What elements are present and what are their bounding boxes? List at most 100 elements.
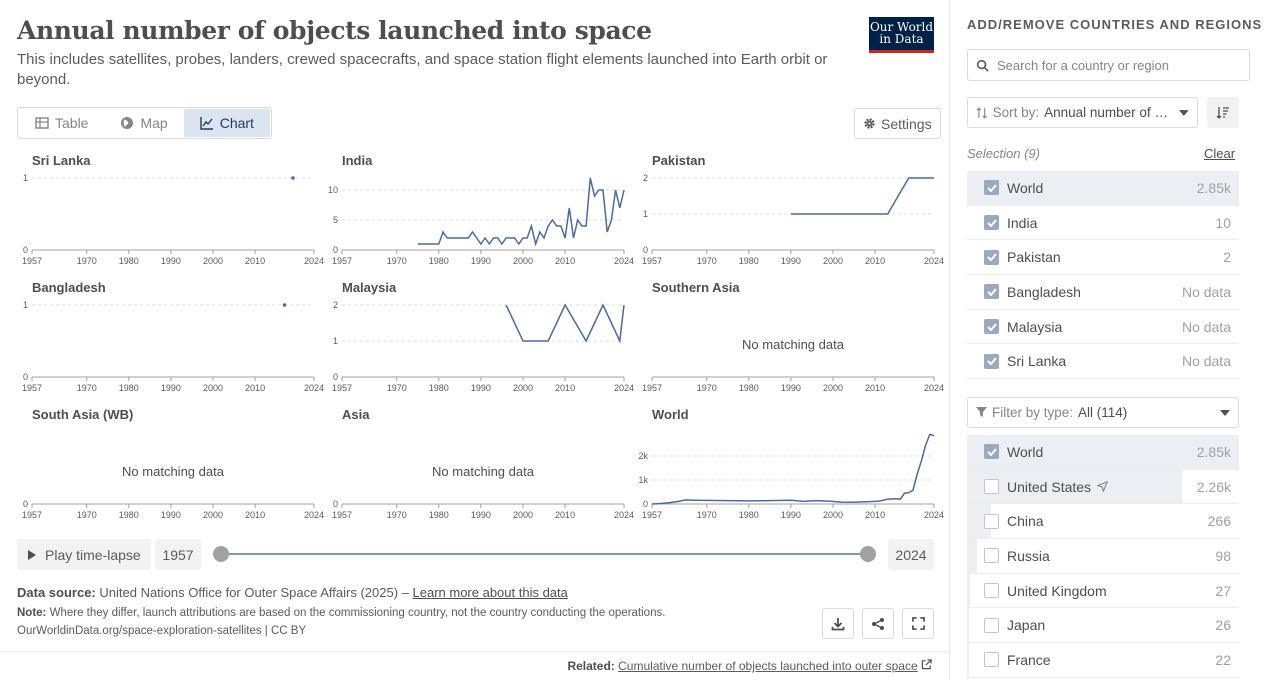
end-handle[interactable] (860, 546, 876, 562)
start-handle[interactable] (213, 546, 229, 562)
x-tick-label: 2024 (614, 510, 634, 520)
checkbox[interactable] (984, 284, 999, 300)
checkbox[interactable] (984, 617, 999, 633)
x-tick-label: 1970 (77, 383, 97, 393)
entity-name: Pakistan (1007, 249, 1223, 265)
chart-title: Pakistan (652, 153, 706, 168)
tab-chart[interactable]: Chart (183, 109, 270, 137)
chart-title: Southern Asia (652, 280, 740, 295)
checkbox[interactable] (984, 583, 999, 599)
chart-title: Bangladesh (32, 280, 106, 295)
y-tick-label: 0 (23, 372, 28, 382)
settings-label: Settings (881, 115, 932, 132)
y-tick-label: 1 (23, 173, 28, 183)
sort-dropdown[interactable]: Sort by: Annual number of objects launch… (967, 97, 1198, 128)
fullscreen-button[interactable] (902, 608, 934, 639)
clear-button[interactable]: Clear (1204, 146, 1236, 161)
selected-row[interactable]: World 2.85k (967, 171, 1239, 206)
series-line (651, 433, 935, 505)
logo-line-2: in Data (879, 32, 924, 46)
timeline: Play time-lapse 1957 2024 (17, 538, 934, 570)
x-tick-label: 2010 (555, 383, 575, 393)
checkbox[interactable] (984, 444, 999, 460)
related-link[interactable]: Cumulative number of objects launched in… (618, 659, 918, 673)
x-tick-label: 2010 (865, 383, 885, 393)
check-icon (986, 322, 997, 331)
x-tick-label: 1980 (119, 383, 139, 393)
entity-value: 2 (1223, 249, 1231, 266)
start-year-box[interactable]: 1957 (155, 539, 201, 570)
download-icon (831, 617, 845, 630)
entity-row[interactable]: United Kingdom 27 (967, 573, 1239, 609)
chart-frame (0, 0, 950, 652)
search-input[interactable]: Search for a country or region (967, 49, 1250, 81)
play-icon (28, 549, 36, 560)
checkbox[interactable] (984, 319, 999, 335)
series-line (790, 177, 934, 215)
checkbox[interactable] (984, 652, 999, 668)
chart-title: Asia (342, 407, 370, 422)
x-tick-label: 2000 (823, 256, 843, 266)
sort-order-button[interactable] (1207, 97, 1239, 128)
check-icon (986, 253, 997, 262)
tab-table[interactable]: Table (19, 109, 104, 137)
small-chart-6: Southern Asia 1957 1970 1980 1990 2000 2010 202… (642, 280, 944, 393)
selected-row[interactable]: Malaysia No data (967, 310, 1239, 345)
value-bar (967, 573, 970, 608)
entity-name-text: Sri Lanka (1007, 353, 1067, 370)
x-tick-label: 2024 (304, 510, 324, 520)
entity-value: 266 (1207, 513, 1231, 530)
owid-logo[interactable]: Our World in Data (869, 17, 934, 53)
play-timelapse-button[interactable]: Play time-lapse (17, 539, 151, 570)
selected-row[interactable]: Sri Lanka No data (967, 344, 1239, 380)
x-tick-label: 1980 (119, 510, 139, 520)
check-icon (986, 288, 997, 296)
tab-map[interactable]: Map (104, 109, 183, 137)
filter-value: All (114) (1078, 405, 1128, 420)
share-button[interactable] (862, 608, 894, 639)
chart-url[interactable]: OurWorldinData.org/space-exploration-sat… (17, 625, 307, 637)
entity-row[interactable]: France 22 (967, 643, 1239, 678)
download-button[interactable] (822, 608, 854, 639)
selected-row[interactable]: India 10 (967, 206, 1239, 241)
x-tick-label: 1990 (471, 256, 491, 266)
entity-name: Bangladesh (1007, 284, 1182, 300)
entity-name: World (1007, 444, 1197, 460)
search-icon (976, 59, 989, 72)
checkbox[interactable] (984, 215, 999, 231)
page-title: Annual number of objects launched into s… (17, 16, 652, 45)
selected-row[interactable]: Pakistan 2 (967, 240, 1239, 276)
checkbox[interactable] (984, 353, 999, 369)
timeline-track[interactable] (221, 553, 868, 555)
value-bar (967, 608, 970, 643)
x-tick-label: 1970 (387, 510, 407, 520)
learn-more-link[interactable]: Learn more about this data (412, 585, 568, 600)
entity-name-text: Russia (1007, 547, 1050, 564)
x-tick-label: 2010 (245, 510, 265, 520)
entity-value: 2.26k (1196, 478, 1231, 495)
entity-row[interactable]: United States 2.26k (967, 469, 1239, 505)
checkbox[interactable] (984, 249, 999, 265)
selected-row[interactable]: Bangladesh No data (967, 275, 1239, 310)
y-tick-label: 1 (23, 300, 28, 310)
checkbox[interactable] (984, 513, 999, 529)
y-tick-label: 1k (638, 475, 648, 485)
entity-row[interactable]: Japan 26 (967, 608, 1239, 644)
end-year-box[interactable]: 2024 (888, 539, 934, 570)
checkbox[interactable] (984, 180, 999, 196)
entity-value: 22 (1215, 651, 1231, 668)
entity-row[interactable]: China 266 (967, 504, 1239, 540)
play-label: Play time-lapse (45, 546, 141, 563)
settings-button[interactable]: Settings (854, 108, 941, 139)
y-tick-label: 0 (23, 499, 28, 509)
x-tick-label: 1970 (387, 256, 407, 266)
checkbox[interactable] (984, 479, 999, 495)
entity-name-text: Malaysia (1007, 318, 1063, 335)
x-tick-label: 1957 (332, 510, 352, 520)
type-filter-dropdown[interactable]: Filter by type: All (114) (967, 397, 1239, 428)
entity-row[interactable]: Russia 98 (967, 539, 1239, 574)
checkbox[interactable] (984, 548, 999, 564)
entity-row[interactable]: World 2.85k (967, 435, 1239, 470)
no-data-label: No matching data (432, 464, 535, 479)
x-tick-label: 1990 (781, 256, 801, 266)
